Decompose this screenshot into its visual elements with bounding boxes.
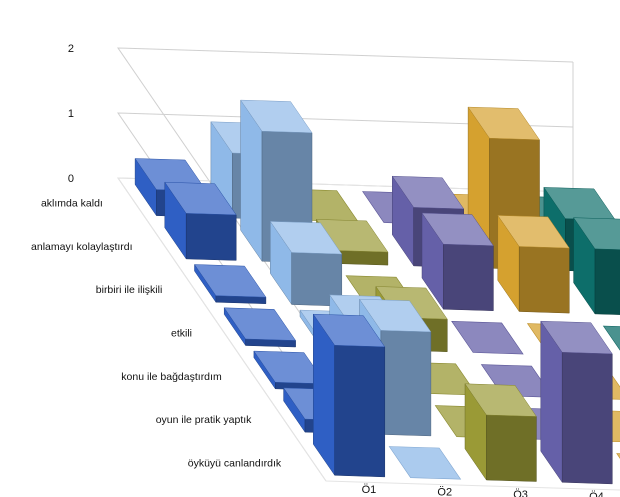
chart-bars (134, 99, 620, 485)
bar-side-face (334, 345, 386, 478)
category-label: oyun ile pratik yaptık (156, 414, 252, 426)
bar-base (616, 453, 620, 459)
category-label: anlamayı kolaylaştırdı (31, 241, 133, 253)
bar (194, 263, 267, 304)
bar-top-face (164, 181, 237, 216)
bar-top-face (223, 307, 297, 341)
bar (540, 320, 613, 485)
bar-side-face (337, 250, 389, 266)
bar (269, 220, 343, 307)
bar-top-face (464, 383, 537, 417)
bar-base (451, 320, 524, 355)
bar (388, 446, 462, 480)
category-label: birbiri ile ilişkili (96, 284, 163, 296)
bar-side-face (443, 243, 494, 311)
bar-top-face (391, 175, 465, 210)
series-label: Ö1 (362, 484, 377, 496)
category-label: etkili (171, 328, 192, 340)
bar-base (602, 325, 620, 351)
category-label: öyküyü canlandırdık (188, 457, 282, 469)
bar-top-face (312, 313, 386, 348)
bar (616, 453, 620, 459)
bar-top-face (421, 212, 494, 246)
y-tick-label: 1 (68, 108, 74, 120)
bar-side-face (594, 248, 620, 315)
bar (164, 181, 237, 261)
y-tick-label: 0 (68, 173, 74, 185)
bar (253, 350, 326, 391)
bar-side-face (561, 352, 613, 485)
bar (312, 313, 386, 478)
chart-labels: 0 1 2 aklımda kaldı anlamayı kolaylaştırdı bi… (31, 43, 604, 497)
bar-side-face (185, 213, 237, 261)
series-label: Ö4 (589, 491, 604, 497)
bar-top-face (540, 320, 613, 355)
bar-top-face (467, 106, 540, 141)
y-tick-label: 2 (68, 43, 74, 55)
bar (464, 382, 537, 482)
bar-side-face (518, 246, 570, 314)
series-label: Ö3 (513, 489, 528, 497)
bar (223, 306, 297, 348)
bar-top-face (497, 215, 570, 249)
bar-base (388, 446, 462, 480)
bar-side-face (486, 414, 537, 482)
bar (497, 214, 570, 314)
bar (451, 320, 524, 355)
bar-top-face (359, 298, 432, 333)
bar-top-face (573, 217, 620, 250)
bar (421, 212, 494, 311)
bar (573, 216, 620, 315)
series-label: Ö2 (437, 487, 452, 497)
bar-top-face (269, 221, 343, 255)
bar-side-face (380, 330, 432, 437)
category-label: aklımda kaldı (41, 198, 103, 210)
bar-top-face (194, 264, 267, 298)
bar-top-face (240, 99, 313, 134)
category-label: konu ile bağdaştırdım (121, 371, 222, 383)
bar (602, 325, 620, 351)
